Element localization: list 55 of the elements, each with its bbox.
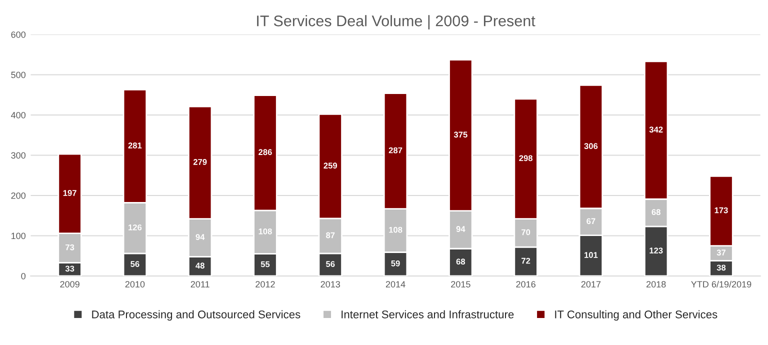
y-tick-label: 600 bbox=[11, 31, 26, 38]
data-label: 68 bbox=[652, 209, 660, 216]
data-label: 108 bbox=[389, 226, 402, 233]
data-label: 94 bbox=[196, 234, 205, 240]
data-label: 108 bbox=[258, 228, 272, 234]
x-tick-label: 2017 bbox=[581, 281, 601, 288]
data-label: 306 bbox=[584, 143, 598, 150]
data-label: 72 bbox=[522, 258, 530, 264]
y-tick-label: 400 bbox=[11, 112, 26, 118]
x-tick-label: 2013 bbox=[320, 281, 340, 288]
x-tick-label: 2009 bbox=[60, 281, 80, 288]
y-tick-label: 100 bbox=[11, 232, 26, 240]
data-label: 94 bbox=[456, 226, 466, 232]
y-tick-label: 500 bbox=[11, 72, 26, 78]
legend-label: Data Processing and Outsourced Services bbox=[92, 310, 300, 321]
data-label: 281 bbox=[128, 142, 142, 148]
data-label: 126 bbox=[128, 224, 142, 230]
data-label: 286 bbox=[258, 149, 272, 156]
data-label: 55 bbox=[260, 261, 270, 268]
x-tick-label: 2015 bbox=[451, 281, 470, 288]
data-label: 197 bbox=[63, 190, 76, 196]
data-label: 101 bbox=[584, 252, 598, 258]
x-tick-label: 2011 bbox=[190, 281, 210, 288]
data-label: 68 bbox=[456, 258, 466, 265]
y-tick-label: 200 bbox=[11, 192, 26, 199]
x-tick-label: 2012 bbox=[256, 281, 275, 288]
data-label: 56 bbox=[130, 261, 140, 267]
data-label: 67 bbox=[586, 218, 596, 224]
data-label: 56 bbox=[326, 261, 335, 267]
x-tick-label: YTD 6/19/2019 bbox=[691, 280, 752, 288]
x-tick-label: 2016 bbox=[516, 281, 536, 288]
data-label: 37 bbox=[716, 250, 726, 256]
data-label: 173 bbox=[714, 207, 728, 214]
legend-label: Internet Services and Infrastructure bbox=[342, 310, 514, 318]
data-label: 70 bbox=[522, 229, 530, 236]
data-label: 123 bbox=[650, 248, 663, 254]
x-tick-label: 2014 bbox=[386, 281, 406, 288]
data-label: 48 bbox=[196, 262, 204, 269]
data-label: 287 bbox=[388, 147, 402, 154]
data-label: 33 bbox=[65, 266, 74, 272]
y-tick-label: 300 bbox=[11, 152, 26, 159]
legend-label: IT Consulting and Other Services bbox=[555, 310, 718, 321]
data-label: 73 bbox=[66, 244, 74, 250]
data-label: 38 bbox=[716, 264, 726, 271]
data-label: 259 bbox=[324, 162, 338, 169]
x-tick-label: 2018 bbox=[646, 281, 666, 288]
x-tick-label: 2010 bbox=[125, 281, 145, 288]
data-label: 342 bbox=[649, 126, 663, 133]
data-label: 375 bbox=[454, 132, 468, 138]
data-label: 59 bbox=[391, 260, 400, 266]
data-label: 87 bbox=[326, 232, 335, 238]
chart-title: IT Services Deal Volume | 2009 - Present bbox=[257, 15, 536, 30]
y-tick-label: 0 bbox=[21, 272, 26, 280]
data-label: 298 bbox=[519, 155, 533, 162]
data-label: 279 bbox=[193, 159, 207, 165]
